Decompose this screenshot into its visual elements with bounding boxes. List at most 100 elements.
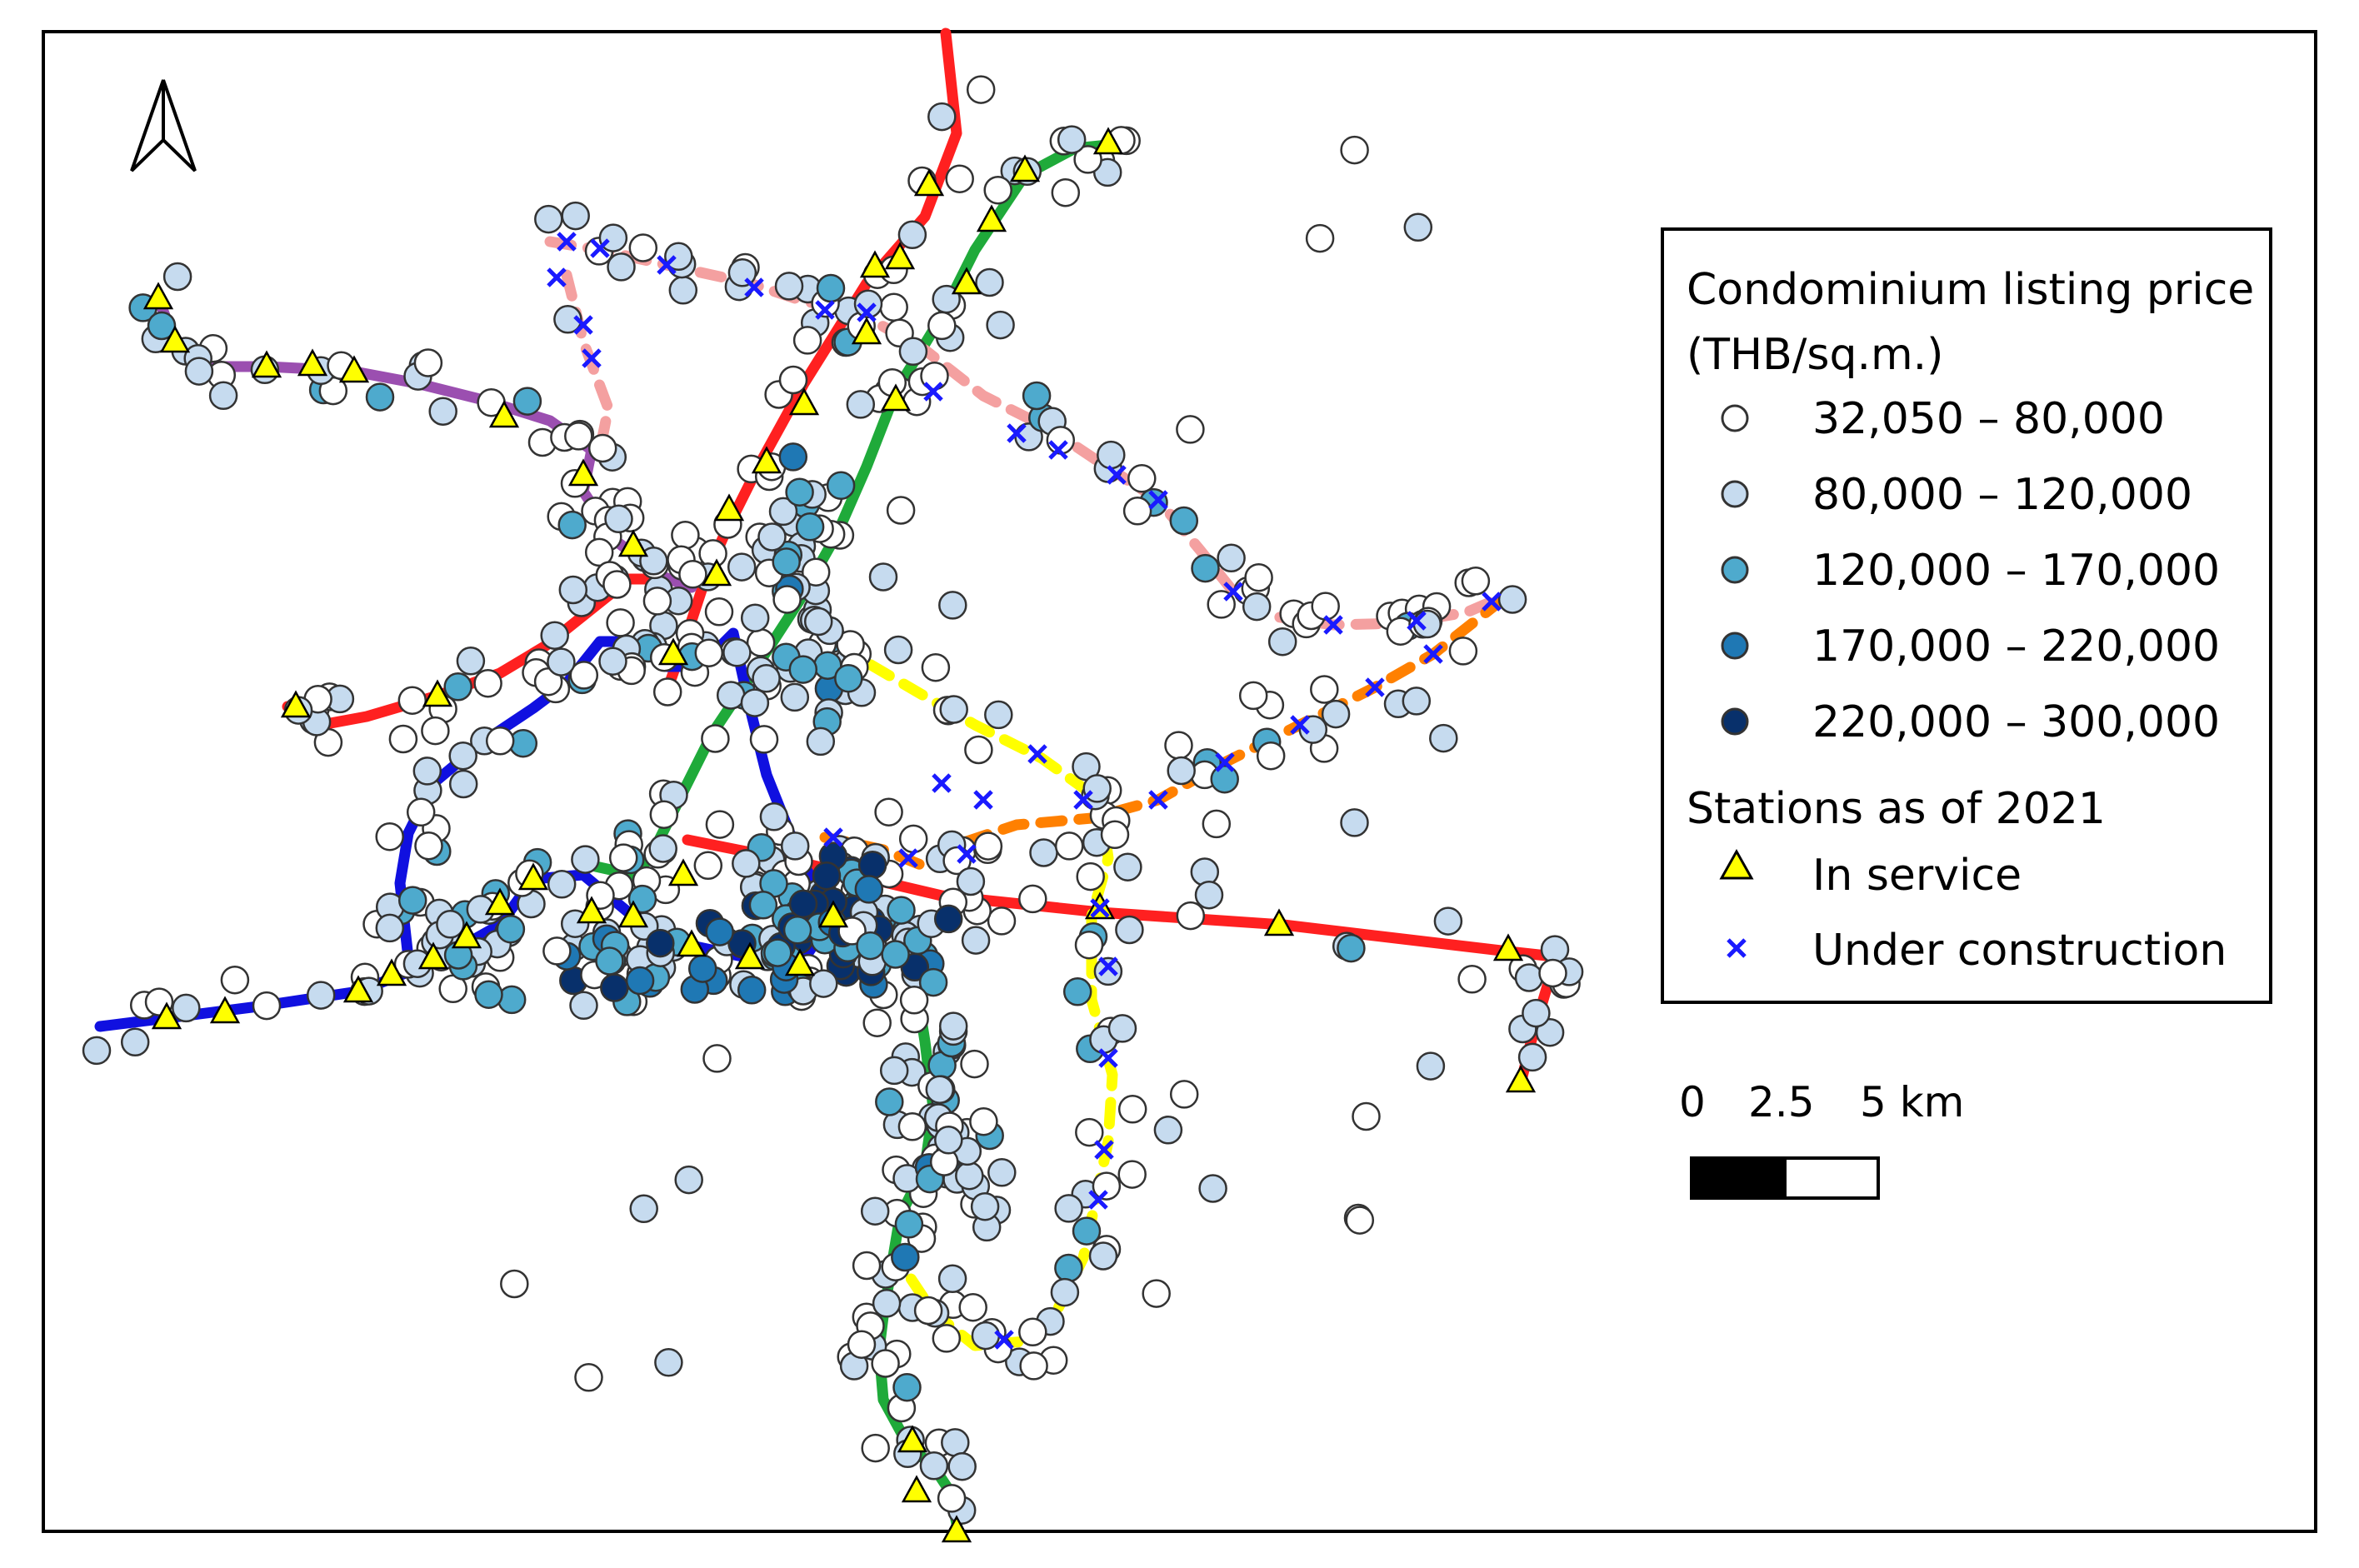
station-in-service-triangle (142, 282, 174, 310)
condo-point-class-1 (879, 292, 908, 322)
condo-point-class-2 (82, 1036, 112, 1066)
condo-point-class-2 (547, 647, 576, 677)
condo-point-class-1 (1164, 731, 1193, 760)
condo-point-class-2 (846, 390, 876, 419)
station-in-service-triangle (517, 862, 549, 891)
condo-point-class-2 (986, 310, 1015, 340)
legend-label-class-2: 80,000 – 120,000 (1812, 470, 2192, 520)
legend-under-construction-label: Under construction (1812, 926, 2227, 976)
condo-point-class-1 (792, 326, 822, 355)
north-arrow-icon (130, 79, 197, 172)
legend-swatch-class-1 (1721, 404, 1749, 432)
condo-point-class-2 (1217, 543, 1246, 573)
condo-point-class-1 (602, 570, 632, 599)
station-in-service-triangle (657, 637, 689, 666)
condo-point-class-3 (887, 896, 916, 925)
condo-point-class-2 (436, 910, 465, 939)
condo-point-class-1 (937, 1484, 967, 1513)
legend-price-title-line2: (THB/sq.m.) (1687, 330, 1943, 380)
condo-point-class-4 (854, 875, 884, 904)
condo-point-class-1 (1202, 809, 1232, 839)
condo-point-class-1 (500, 1269, 529, 1299)
station-under-construction-cross (657, 255, 677, 275)
condo-point-class-2 (853, 289, 883, 319)
condo-point-class-1 (1538, 958, 1567, 988)
condo-point-class-3 (1062, 977, 1092, 1006)
condo-point-class-3 (496, 914, 526, 944)
station-under-construction-cross (1407, 611, 1427, 631)
red-line-north (661, 27, 962, 697)
legend-stations-title: Stations as of 2021 (1687, 784, 2106, 834)
condo-point-class-1 (473, 668, 502, 698)
condo-point-class-1 (388, 724, 418, 754)
legend-swatch-class-5 (1721, 707, 1749, 736)
condo-point-class-3 (1022, 381, 1052, 411)
condo-point-class-1 (414, 831, 443, 861)
condo-point-class-2 (448, 769, 478, 799)
station-under-construction-cross (932, 773, 952, 793)
condo-point-class-5 (600, 973, 629, 1002)
legend-price-title-line1: Condominium listing price (1687, 265, 2254, 315)
condo-point-class-3 (365, 382, 395, 412)
condo-point-class-3 (763, 938, 792, 967)
station-in-service-triangle (209, 996, 241, 1024)
condo-point-class-1 (485, 727, 515, 756)
condo-point-class-2 (1190, 857, 1220, 886)
legend-swatch-class-4 (1721, 632, 1749, 660)
station-in-service-triangle (784, 948, 816, 976)
condo-point-class-5 (812, 861, 842, 891)
transit-lines-layer (94, 27, 1560, 1537)
condo-point-class-2 (1402, 687, 1432, 716)
condo-point-class-5 (933, 904, 963, 934)
condo-point-class-3 (1072, 1216, 1102, 1246)
condo-point-class-1 (861, 1433, 890, 1463)
condo-point-class-1 (701, 724, 730, 753)
condo-point-class-2 (1267, 627, 1297, 657)
condo-point-class-1 (899, 986, 929, 1015)
condo-point-class-2 (1054, 1194, 1083, 1223)
condo-point-class-2 (774, 272, 804, 301)
condo-point-class-5 (788, 889, 818, 919)
stations-layer (142, 127, 1537, 1543)
station-in-service-triangle (342, 975, 374, 1003)
station-in-service-triangle (576, 896, 607, 924)
condo-point-class-2 (716, 681, 746, 710)
scale-label-5km: 5 km (1860, 1078, 1964, 1126)
condo-point-class-1 (1142, 1279, 1171, 1308)
condo-point-class-1 (987, 906, 1017, 936)
condo-point-class-2 (780, 831, 810, 861)
condo-point-class-1 (746, 628, 776, 657)
condo-point-class-1 (778, 365, 808, 395)
condo-point-class-2 (740, 603, 770, 632)
condo-point-class-2 (927, 102, 957, 132)
condo-point-class-1 (960, 1049, 989, 1079)
station-under-construction-cross (1048, 440, 1068, 460)
station-under-construction-cross (857, 302, 877, 322)
condo-point-class-2 (1403, 212, 1433, 242)
station-in-service-triangle (734, 941, 766, 970)
condo-point-class-2 (809, 969, 838, 998)
condo-point-class-1 (1051, 177, 1081, 207)
condo-point-class-1 (1076, 861, 1105, 891)
condo-point-class-1 (1310, 675, 1339, 704)
station-under-construction-cross (1290, 715, 1310, 735)
condo-point-class-2 (759, 802, 789, 831)
station-in-service-triangle (280, 690, 312, 718)
condo-point-class-2 (1194, 880, 1224, 910)
condo-point-class-2 (1497, 585, 1527, 614)
condo-point-class-1 (421, 716, 450, 746)
station-in-service-triangle (1009, 154, 1041, 182)
condo-point-class-1 (587, 433, 617, 463)
station-in-service-triangle (417, 941, 449, 970)
condo-point-class-2 (558, 575, 588, 605)
condo-point-class-2 (1298, 715, 1328, 744)
condo-point-class-2 (547, 870, 577, 899)
condo-point-class-1 (574, 1363, 603, 1392)
condo-point-class-2 (648, 834, 677, 863)
condo-point-class-2 (1107, 1014, 1137, 1043)
condo-point-class-1 (874, 797, 903, 826)
condo-point-class-2 (803, 607, 833, 637)
condo-point-class-1 (1117, 1095, 1147, 1124)
condo-point-class-1 (973, 831, 1003, 861)
